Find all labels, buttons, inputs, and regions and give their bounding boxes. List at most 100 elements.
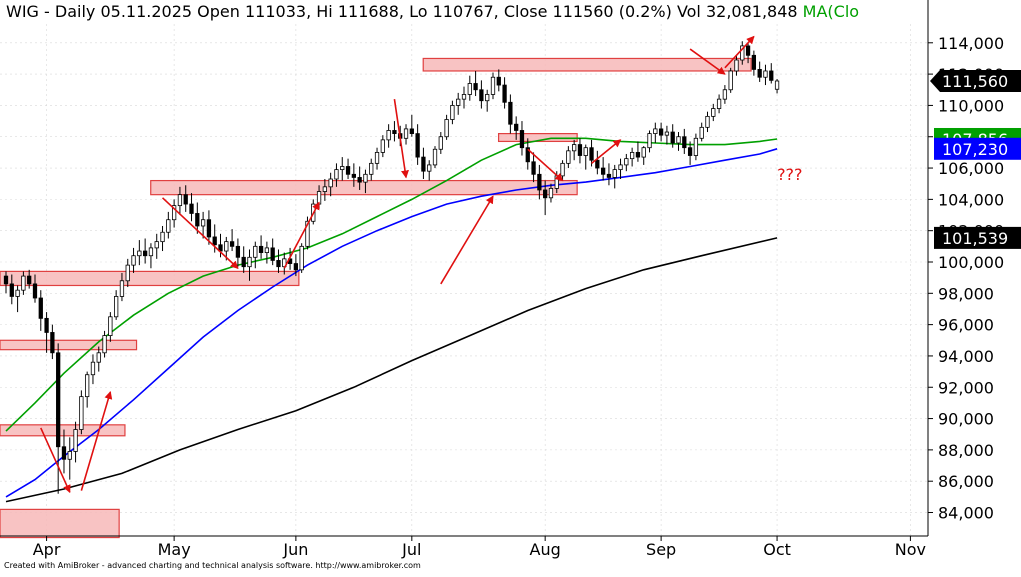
candle-body xyxy=(612,169,617,178)
candle xyxy=(537,164,542,200)
x-tick-label: Jul xyxy=(401,540,421,559)
candle-body xyxy=(79,396,84,430)
candle-body xyxy=(543,189,548,199)
candle-body xyxy=(519,130,525,149)
candle-body xyxy=(450,105,455,120)
candle xyxy=(560,160,565,181)
y-tick-label: 100,000 xyxy=(938,253,1004,272)
y-tick-label: 94,000 xyxy=(938,347,994,366)
ticker: WIG xyxy=(6,2,39,21)
candle xyxy=(577,138,583,164)
candle xyxy=(647,130,652,153)
candle-body xyxy=(548,188,554,199)
candle-body xyxy=(421,156,426,172)
candle-body xyxy=(374,151,380,164)
candle xyxy=(44,312,49,353)
candle-body xyxy=(490,76,496,95)
candle-body xyxy=(647,133,652,149)
trend-arrow xyxy=(689,48,726,75)
candle xyxy=(73,421,78,463)
trend-arrow xyxy=(527,148,564,182)
candle-body xyxy=(635,151,641,158)
candle-body xyxy=(601,167,606,175)
candle-body xyxy=(566,150,571,164)
candles xyxy=(3,41,780,494)
candle xyxy=(299,243,304,273)
candle xyxy=(716,94,722,114)
y-tick-label: 96,000 xyxy=(938,316,994,335)
candle-body xyxy=(258,245,264,253)
candle xyxy=(90,354,96,385)
candle xyxy=(212,224,217,253)
candle-body xyxy=(624,158,629,166)
price-tag-label: 111,560 xyxy=(942,72,1008,91)
candle-body xyxy=(15,289,20,297)
candle xyxy=(467,75,472,101)
candle-body xyxy=(85,374,90,398)
x-tick-label: May xyxy=(158,540,191,559)
candle xyxy=(166,211,171,239)
candle-body xyxy=(131,255,136,266)
axis-labels: 84,000 86,000 88,000 90,000 92,000 94,000 96,0… xyxy=(33,34,1004,559)
candle-body xyxy=(32,283,38,299)
candle xyxy=(171,199,177,228)
x-tick-label: Sep xyxy=(646,540,676,559)
candle-body xyxy=(496,76,501,86)
candle xyxy=(131,247,136,273)
candle xyxy=(635,141,641,162)
candle-body xyxy=(270,247,275,261)
candle xyxy=(548,183,554,203)
candle xyxy=(85,371,90,408)
candle xyxy=(624,153,629,172)
price-tag: 101,539 xyxy=(934,226,1021,249)
candle-body xyxy=(334,169,339,180)
candle-body xyxy=(264,247,270,253)
candle xyxy=(206,210,212,245)
x-tick-label: Apr xyxy=(33,540,61,559)
candle-body xyxy=(525,147,530,163)
candle-body xyxy=(177,194,183,207)
candle-body xyxy=(757,69,762,78)
candle-body xyxy=(740,45,745,61)
candle-body xyxy=(67,451,72,460)
candle-body xyxy=(461,94,467,100)
candle-body xyxy=(27,275,32,285)
trend-arrow xyxy=(440,195,494,285)
candle xyxy=(102,330,107,358)
moving-average-line xyxy=(5,237,778,503)
candle xyxy=(50,324,55,360)
candle xyxy=(763,64,768,86)
candle-body xyxy=(137,250,142,257)
y-tick-label: 106,000 xyxy=(938,159,1004,178)
candle-body xyxy=(531,161,536,175)
candle xyxy=(641,146,646,165)
candle-body xyxy=(595,159,600,169)
candle xyxy=(601,157,606,181)
candle xyxy=(177,186,183,216)
candle-body xyxy=(403,128,409,139)
candle xyxy=(543,180,548,216)
candle xyxy=(357,166,362,190)
candle xyxy=(427,160,432,181)
price-tag-label: 101,539 xyxy=(942,229,1008,248)
candle xyxy=(200,211,206,239)
candle xyxy=(432,146,438,169)
candle-body xyxy=(664,131,670,136)
resistance-zone xyxy=(0,270,300,287)
candle xyxy=(595,150,600,175)
candle xyxy=(229,229,235,252)
candle xyxy=(334,163,339,187)
candle-body xyxy=(687,147,693,156)
candle xyxy=(137,240,142,266)
change-value: (0.2%) xyxy=(618,2,672,21)
candle-body xyxy=(514,123,519,131)
y-tick-label: 88,000 xyxy=(938,441,994,460)
candle xyxy=(9,274,14,305)
candle xyxy=(322,179,328,201)
y-tick-label: 90,000 xyxy=(938,410,994,429)
candle-body xyxy=(44,317,49,333)
axes xyxy=(0,0,933,541)
candle-body xyxy=(160,231,165,243)
trend-arrows xyxy=(40,35,755,494)
